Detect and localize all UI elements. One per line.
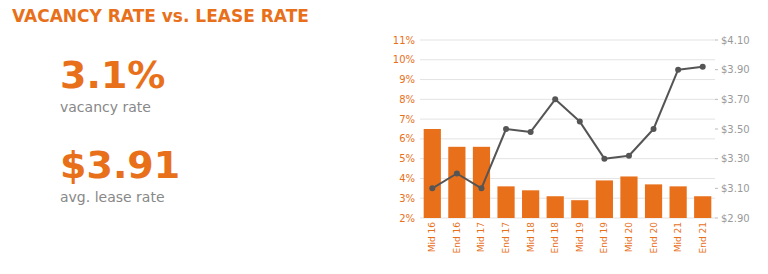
bar (670, 186, 687, 218)
title: VACANCY RATE vs. LEASE RATE (12, 6, 309, 26)
line-marker (454, 171, 460, 177)
line-marker (675, 67, 681, 73)
y2-tick-label: $3.30 (721, 153, 750, 164)
line (432, 67, 702, 189)
bar (522, 190, 539, 218)
line-marker (577, 119, 583, 125)
y-tick-label: 3% (399, 193, 415, 204)
y2-tick (715, 129, 718, 130)
grid-line (420, 40, 715, 41)
plot-marks (424, 64, 712, 218)
y2-tick (715, 218, 718, 219)
stat-label: vacancy rate (60, 99, 151, 115)
stat-value: 3.1% (60, 53, 165, 97)
y-tick-label: 4% (399, 173, 415, 184)
y-tick-label: 8% (399, 94, 415, 105)
y-tick-label: 9% (399, 74, 415, 85)
stat-label: avg. lease rate (60, 189, 165, 205)
bar (473, 147, 490, 218)
chart-root: VACANCY RATE vs. LEASE RATE 3.1% vacancy r… (0, 0, 768, 274)
bar (424, 129, 441, 218)
stat-value: $3.91 (60, 143, 180, 187)
y2-tick-label: $3.10 (721, 183, 750, 194)
y-tick-label: 5% (399, 153, 415, 164)
line-marker (552, 96, 558, 102)
y-tick-label: 11% (393, 35, 415, 46)
line-marker (700, 64, 706, 70)
x-tick-label: Mid 16 (427, 222, 437, 253)
y-tick-label: 2% (399, 213, 415, 224)
x-tick-label: End 19 (599, 222, 609, 254)
bar (620, 176, 637, 218)
y2-tick (715, 158, 718, 159)
line-marker (503, 126, 509, 132)
bar (694, 196, 711, 218)
line-marker (528, 129, 534, 135)
y2-tick-label: $4.10 (721, 35, 750, 46)
y2-tick (715, 99, 718, 100)
y-tick-label: 7% (399, 114, 415, 125)
x-tick-label: Mid 17 (476, 222, 486, 252)
x-tick-label: End 20 (649, 222, 659, 254)
bar (596, 180, 613, 218)
y2-tick (715, 40, 718, 41)
x-tick-label: Mid 20 (624, 222, 634, 253)
grid-line (420, 59, 715, 60)
y-tick-label: 10% (393, 54, 415, 65)
y2-tick (715, 69, 718, 70)
grid-line (420, 119, 715, 120)
y-tick-label: 6% (399, 133, 415, 144)
bar (547, 196, 564, 218)
x-tick-label: End 16 (452, 222, 462, 254)
bar (571, 200, 588, 218)
y2-tick-label: $3.70 (721, 94, 750, 105)
grid-line (420, 79, 715, 80)
bar (645, 184, 662, 218)
line-marker (601, 156, 607, 162)
y2-tick-label: $2.90 (721, 213, 750, 224)
x-tick-label: End 17 (501, 222, 511, 253)
y2-tick-label: $3.90 (721, 64, 750, 75)
bar (497, 186, 514, 218)
y2-tick (715, 188, 718, 189)
x-tick-label: End 18 (550, 222, 560, 254)
x-tick-label: Mid 18 (526, 222, 536, 253)
line-marker (651, 126, 657, 132)
line-marker (478, 185, 484, 191)
y2-tick-label: $3.50 (721, 124, 750, 135)
bar (448, 147, 465, 218)
line-marker (429, 185, 435, 191)
x-tick-label: Mid 21 (673, 222, 683, 252)
x-tick-label: Mid 19 (575, 222, 585, 253)
line-marker (626, 153, 632, 159)
grid-line (420, 138, 715, 139)
x-tick-label: End 21 (698, 222, 708, 253)
grid-line (420, 99, 715, 100)
